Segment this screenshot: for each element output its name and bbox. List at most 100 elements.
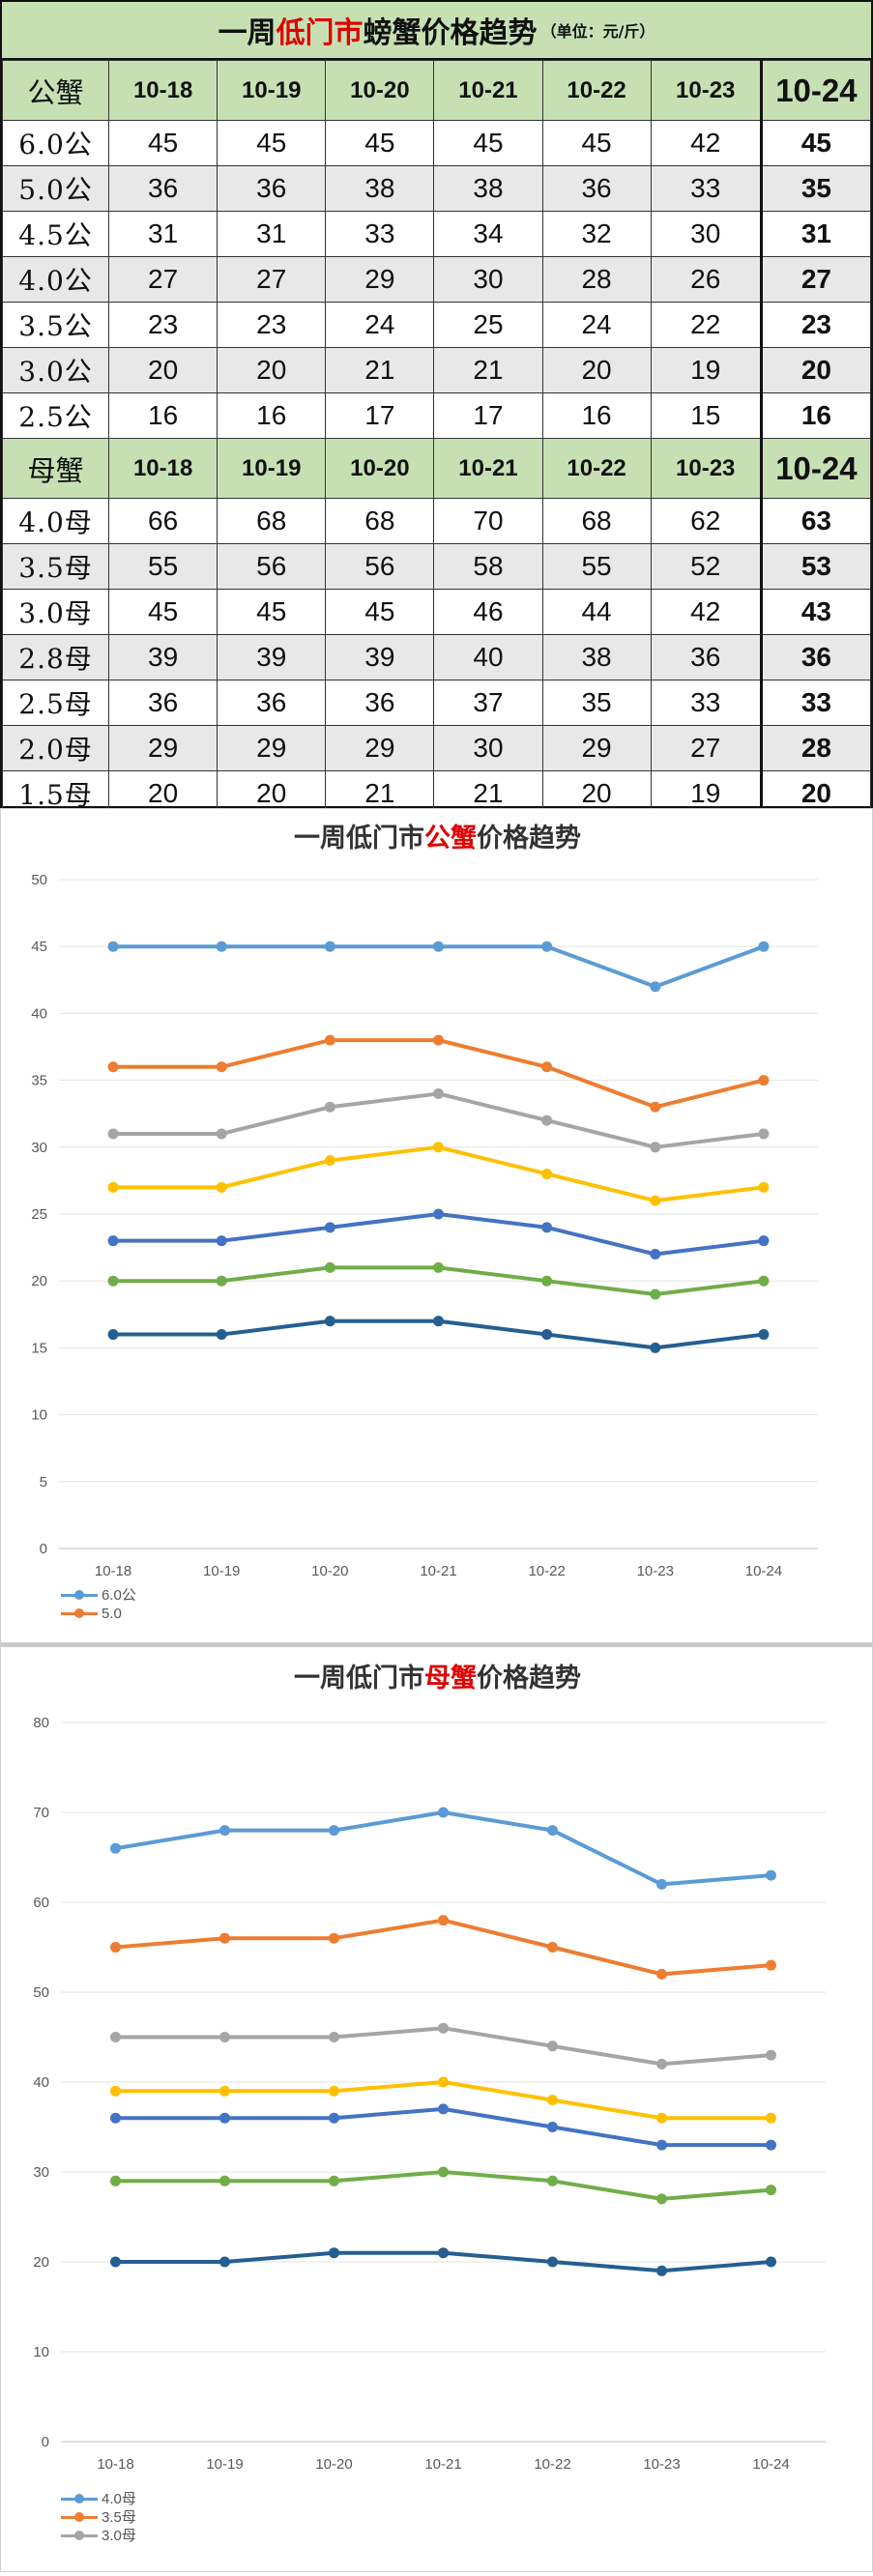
- data-point: [766, 1959, 776, 1971]
- date-header: 10-21: [433, 60, 543, 121]
- data-point: [758, 1075, 770, 1086]
- latest-price-cell: 33: [759, 680, 872, 726]
- price-cell: 36: [108, 680, 218, 726]
- female-section-label: 母蟹: [1, 438, 110, 499]
- price-cell: 17: [325, 392, 435, 439]
- price-cell: 17: [433, 392, 543, 439]
- price-cell: 55: [108, 543, 218, 590]
- price-cell: 33: [650, 680, 762, 726]
- x-tick-label: 10-19: [203, 1563, 240, 1579]
- latest-price-cell: 27: [759, 256, 872, 303]
- data-point: [541, 1329, 553, 1341]
- data-point: [329, 1825, 339, 1837]
- data-point: [650, 981, 661, 993]
- price-cell: 52: [650, 543, 762, 590]
- size-label-cell: 3.0母: [1, 589, 110, 635]
- male-crab-section: 公蟹 10-18 10-19 10-20 10-21 10-22 10-23 1…: [1, 60, 872, 439]
- size-label-cell: 5.0公: [1, 165, 110, 212]
- female-price-row: 3.0母 45 45 45 46 44 42 43: [1, 589, 872, 635]
- price-cell: 20: [541, 347, 652, 393]
- price-cell: 45: [217, 120, 327, 166]
- data-point: [766, 2256, 776, 2268]
- legend-swatch: [61, 1606, 98, 1620]
- legend-label: 3.0母: [102, 2528, 136, 2544]
- price-cell: 58: [433, 543, 543, 590]
- data-point: [216, 1128, 227, 1140]
- date-header: 10-22: [541, 60, 652, 121]
- price-cell: 45: [108, 120, 218, 166]
- y-tick-label: 50: [33, 1984, 49, 2001]
- data-point: [650, 1288, 661, 1300]
- data-point: [650, 1249, 661, 1260]
- legend-label: 3.5母: [102, 2509, 136, 2526]
- chart-plot-area: 0 10 20 30 40 50 60 70 80 10-18 10-19 10-20 10-21 10-…: [33, 1715, 826, 2473]
- data-point: [110, 2085, 121, 2097]
- price-cell: 39: [325, 634, 435, 680]
- date-header-latest: 10-24: [759, 60, 872, 121]
- chart-legend: 4.0母 3.5母 3.0母: [61, 2492, 196, 2552]
- data-point: [438, 1807, 449, 1818]
- y-tick-label: 20: [31, 1273, 47, 1289]
- y-tick-label: 30: [33, 2164, 49, 2181]
- price-table: 公蟹 10-18 10-19 10-20 10-21 10-22 10-23 1…: [1, 60, 872, 817]
- date-header: 10-19: [217, 438, 327, 499]
- y-tick-label: 5: [40, 1474, 47, 1491]
- series-line: [113, 1918, 773, 1977]
- latest-price-cell: 16: [759, 392, 872, 439]
- price-cell: 36: [541, 165, 652, 212]
- data-point: [656, 2058, 667, 2069]
- data-point: [656, 2112, 667, 2124]
- data-point: [433, 1034, 444, 1046]
- data-point: [219, 2032, 230, 2042]
- y-tick-label: 60: [33, 1895, 49, 1911]
- data-point: [216, 1329, 227, 1341]
- data-point: [438, 2247, 449, 2259]
- data-point: [758, 1275, 770, 1287]
- data-point: [541, 1275, 553, 1287]
- data-point: [329, 2112, 339, 2124]
- data-point: [433, 941, 444, 952]
- date-header: 10-20: [325, 60, 435, 121]
- legend-swatch: [61, 2492, 98, 2505]
- data-point: [758, 1329, 770, 1341]
- data-point: [438, 2103, 449, 2115]
- legend-label: 4.0母: [102, 2492, 136, 2507]
- price-cell: 45: [325, 589, 435, 635]
- y-tick-label: 10: [33, 2344, 49, 2360]
- price-cell: 24: [325, 302, 435, 348]
- latest-price-cell: 20: [759, 347, 872, 393]
- price-cell: 36: [650, 634, 762, 680]
- price-cell: 45: [325, 120, 435, 166]
- price-cell: 20: [108, 347, 218, 393]
- price-cell: 16: [108, 392, 218, 439]
- data-point: [650, 1195, 661, 1206]
- data-point: [438, 1915, 449, 1926]
- data-point: [433, 1208, 444, 1220]
- size-label-cell: 3.0公: [1, 347, 110, 393]
- data-point: [329, 2085, 339, 2097]
- price-cell: 45: [541, 120, 652, 166]
- data-point: [541, 941, 553, 952]
- price-cell: 46: [433, 589, 543, 635]
- male-header-row: 公蟹 10-18 10-19 10-20 10-21 10-22 10-23 1…: [1, 60, 872, 121]
- date-header: 10-20: [325, 438, 435, 499]
- male-price-row: 3.5公 23 23 24 25 24 22 23: [1, 302, 872, 348]
- legend-item: 5.0: [61, 1606, 196, 1625]
- price-cell: 29: [325, 256, 435, 303]
- price-cell: 25: [433, 302, 543, 348]
- data-point: [547, 1942, 558, 1953]
- data-point: [324, 1034, 335, 1046]
- price-cell: 36: [325, 680, 435, 726]
- y-tick-label: 15: [31, 1340, 47, 1356]
- data-point: [324, 1222, 335, 1233]
- series-line: [113, 2106, 773, 2148]
- date-header: 10-22: [541, 438, 652, 499]
- price-cell: 21: [433, 347, 543, 393]
- data-point: [433, 1142, 444, 1153]
- data-point: [324, 1101, 335, 1113]
- price-cell: 45: [108, 589, 218, 635]
- y-tick-label: 70: [33, 1805, 49, 1821]
- price-cell: 30: [433, 256, 543, 303]
- size-label-cell: 2.5公: [1, 392, 110, 439]
- y-tick-label: 10: [31, 1407, 47, 1424]
